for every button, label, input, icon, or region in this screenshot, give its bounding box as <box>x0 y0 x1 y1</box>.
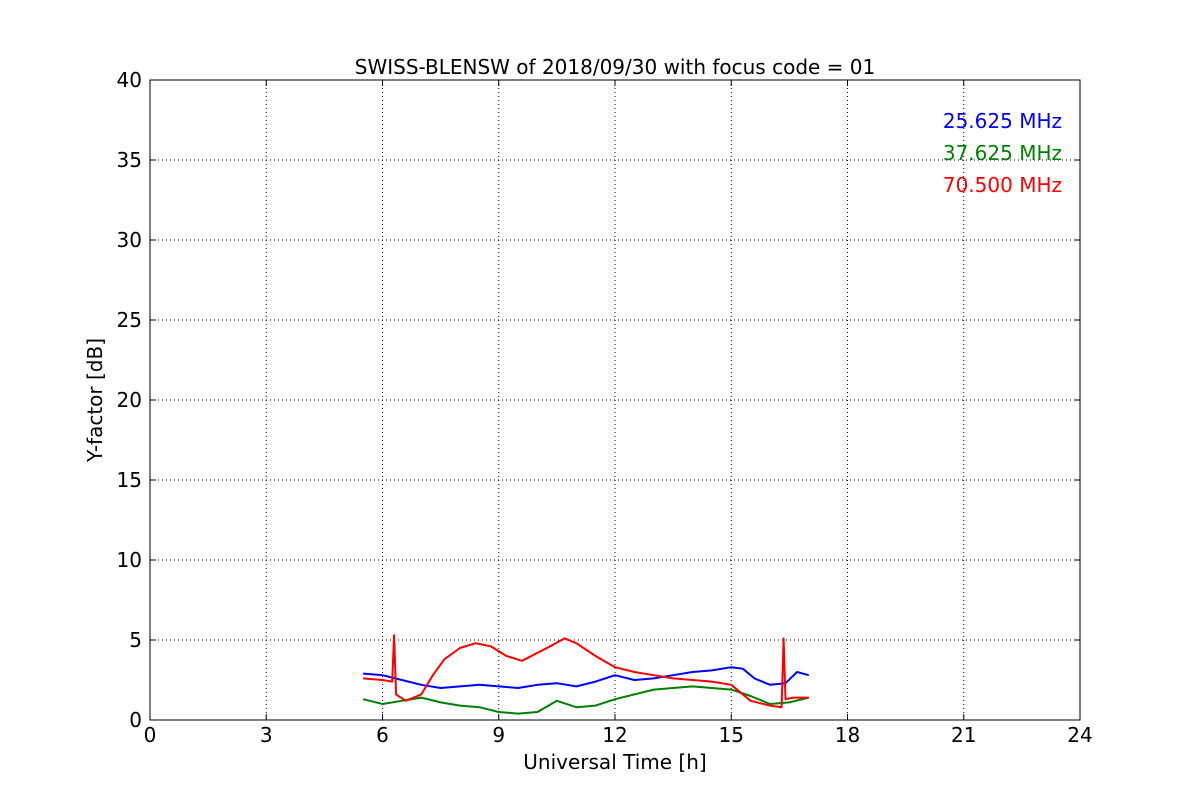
x-tick-label: 6 <box>376 723 389 747</box>
x-tick-label: 12 <box>602 723 627 747</box>
x-tick-label: 21 <box>951 723 976 747</box>
chart-title: SWISS-BLENSW of 2018/09/30 with focus co… <box>355 55 876 79</box>
legend-label: 70.500 MHz <box>943 173 1062 197</box>
y-axis-title: Y-factor [dB] <box>83 338 107 463</box>
legend-label: 37.625 MHz <box>943 141 1062 165</box>
series-line-70-500-MHz <box>363 634 809 709</box>
y-tick-label: 10 <box>117 548 142 572</box>
y-tick-label: 15 <box>117 468 142 492</box>
y-tick-label: 30 <box>117 228 142 252</box>
x-tick-label: 15 <box>719 723 744 747</box>
y-tick-label: 20 <box>117 388 142 412</box>
series-line-25-625-MHz <box>363 666 810 689</box>
x-tick-label: 0 <box>144 723 157 747</box>
y-tick-label: 35 <box>117 148 142 172</box>
x-tick-label: 9 <box>492 723 505 747</box>
legend-label: 25.625 MHz <box>943 109 1062 133</box>
x-axis-title: Universal Time [h] <box>523 750 706 774</box>
x-tick-label: 18 <box>835 723 860 747</box>
y-tick-label: 25 <box>117 308 142 332</box>
y-tick-label: 5 <box>129 628 142 652</box>
ticks: 0 3 6 9 12 15 18 21 24 0 5 10 15 20 25 30 35 40 <box>117 68 1093 747</box>
legend: 25.625 MHz 37.625 MHz 70.500 MHz <box>943 109 1062 197</box>
y-tick-label: 0 <box>129 708 142 732</box>
x-tick-label: 3 <box>260 723 273 747</box>
x-tick-label: 24 <box>1067 723 1092 747</box>
y-tick-label: 40 <box>117 68 142 92</box>
series-line-37-625-MHz <box>362 685 810 715</box>
series-group <box>362 634 810 715</box>
grid <box>150 80 1080 720</box>
